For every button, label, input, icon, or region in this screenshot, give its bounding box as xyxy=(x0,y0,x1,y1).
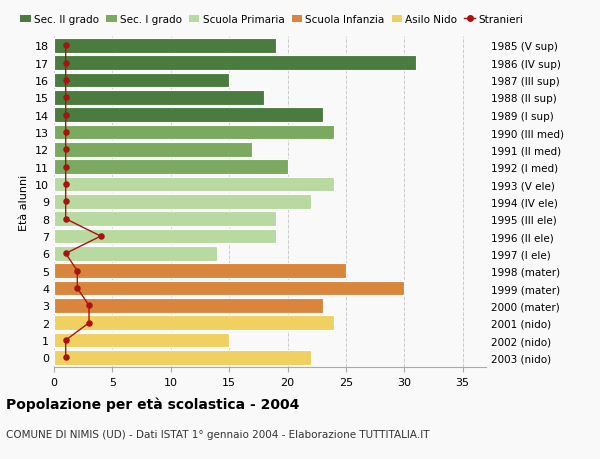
Bar xyxy=(54,281,404,296)
Text: COMUNE DI NIMIS (UD) - Dati ISTAT 1° gennaio 2004 - Elaborazione TUTTITALIA.IT: COMUNE DI NIMIS (UD) - Dati ISTAT 1° gen… xyxy=(6,429,430,439)
Point xyxy=(61,164,70,171)
Bar xyxy=(54,160,287,175)
Point xyxy=(84,302,94,309)
Bar xyxy=(54,195,311,209)
Bar xyxy=(54,108,323,123)
Point xyxy=(61,129,70,136)
Point xyxy=(96,233,106,240)
Bar xyxy=(54,350,311,365)
Point xyxy=(73,268,82,275)
Bar xyxy=(54,56,416,71)
Bar xyxy=(54,91,264,106)
Bar xyxy=(54,125,334,140)
Bar xyxy=(54,298,323,313)
Point xyxy=(73,285,82,292)
Point xyxy=(61,43,70,50)
Bar xyxy=(54,177,334,192)
Point xyxy=(61,95,70,102)
Bar xyxy=(54,316,334,330)
Bar xyxy=(54,264,346,279)
Bar xyxy=(54,143,253,157)
Bar xyxy=(54,246,217,261)
Point xyxy=(61,337,70,344)
Bar xyxy=(54,229,276,244)
Point xyxy=(61,181,70,188)
Bar xyxy=(54,39,276,54)
Point xyxy=(61,77,70,84)
Text: Popolazione per età scolastica - 2004: Popolazione per età scolastica - 2004 xyxy=(6,397,299,412)
Point xyxy=(61,354,70,361)
Bar xyxy=(54,333,229,348)
Point xyxy=(61,146,70,154)
Point xyxy=(61,250,70,257)
Bar xyxy=(54,212,276,227)
Y-axis label: Età alunni: Età alunni xyxy=(19,174,29,230)
Point xyxy=(61,216,70,223)
Point xyxy=(84,319,94,327)
Point xyxy=(61,60,70,67)
Legend: Sec. II grado, Sec. I grado, Scuola Primaria, Scuola Infanzia, Asilo Nido, Stran: Sec. II grado, Sec. I grado, Scuola Prim… xyxy=(20,15,523,25)
Bar xyxy=(54,73,229,88)
Point xyxy=(61,198,70,206)
Point xyxy=(61,112,70,119)
